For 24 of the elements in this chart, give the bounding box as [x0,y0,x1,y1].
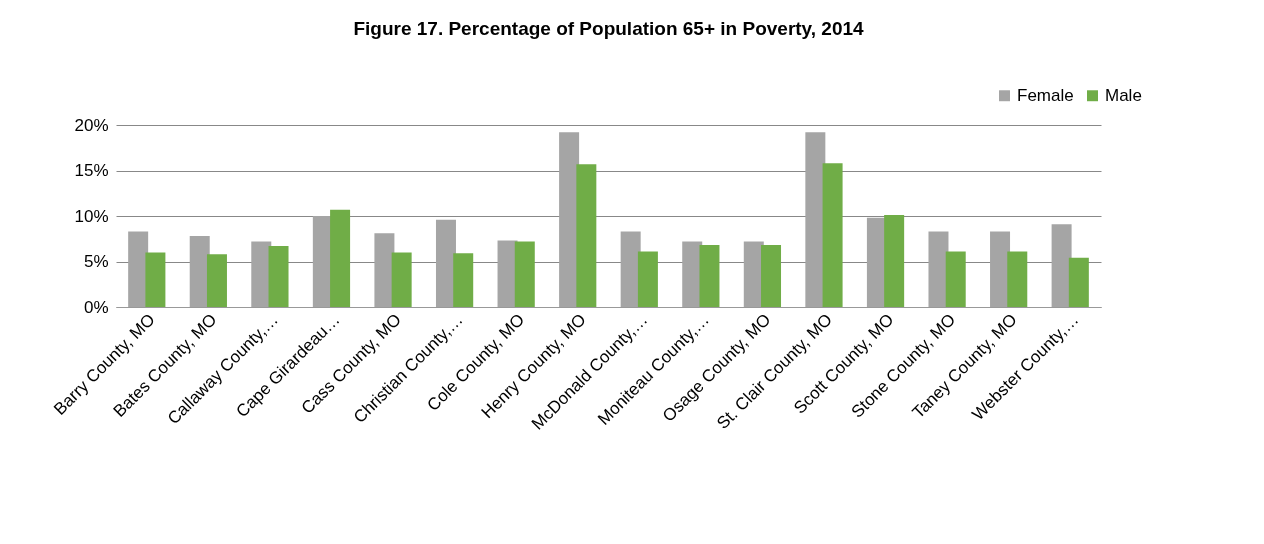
bar [514,241,535,307]
bar [1007,251,1028,307]
bar [884,215,905,307]
bar [945,251,966,307]
bar [637,251,658,307]
bar [206,254,227,307]
bar [822,163,843,307]
bar [576,164,597,307]
y-tick-label: 10% [74,206,109,226]
y-tick-label: 20% [74,115,109,135]
bar [761,245,782,307]
legend-label: Female [1017,85,1074,105]
bar [268,246,289,307]
y-tick-label: 5% [83,252,109,271]
bar [1068,257,1089,307]
bar [699,245,720,307]
bar [145,252,166,307]
bar [330,209,351,307]
bar [391,252,412,307]
y-tick-label: 0% [83,297,109,317]
chart-title: Figure 17. Percentage of Population 65+ in Poverty, 2014 [353,18,865,39]
legend-label: Male [1105,85,1142,105]
bar [453,253,474,307]
y-tick-label: 15% [74,161,109,180]
